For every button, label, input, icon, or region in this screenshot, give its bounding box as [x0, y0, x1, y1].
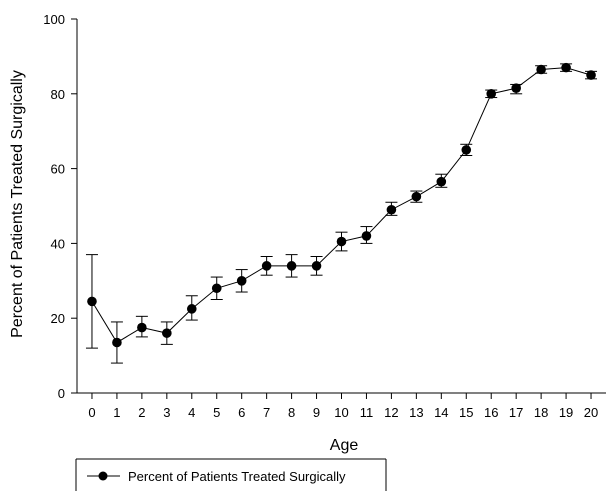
y-tick-label: 0 [58, 386, 65, 401]
axes [76, 19, 606, 394]
y-tick-label: 40 [51, 236, 65, 251]
data-point [137, 322, 147, 333]
legend-entry: Percent of Patients Treated Surgically [128, 469, 346, 484]
x-tick-label: 10 [334, 405, 348, 420]
data-point [186, 304, 197, 314]
data-point [261, 261, 272, 271]
y-tick-label: 100 [43, 12, 65, 27]
x-tick-label: 17 [509, 405, 523, 420]
data-point [311, 261, 322, 271]
x-tick-label: 1 [113, 405, 120, 420]
x-tick-label: 5 [213, 405, 220, 420]
x-tick-label: 15 [459, 405, 473, 420]
x-tick-label: 0 [88, 405, 95, 420]
error-bars [85, 63, 598, 364]
y-tick-label: 20 [51, 311, 65, 326]
x-tick-label: 2 [138, 405, 145, 420]
x-tick-label: 9 [313, 405, 320, 420]
y-tick-label: 80 [51, 87, 65, 102]
y-tick-label: 60 [51, 162, 65, 177]
data-point [411, 191, 422, 202]
x-tick-label: 19 [559, 405, 573, 420]
data-markers [87, 62, 596, 348]
x-tick-label: 18 [534, 405, 548, 420]
series-line [91, 67, 592, 344]
data-point [286, 261, 297, 271]
y-axis-label: Percent of Patients Treated Surgically [9, 70, 26, 338]
data-point [536, 64, 546, 75]
data-point [211, 283, 222, 294]
data-point [386, 204, 397, 215]
data-point [461, 145, 472, 155]
x-axis-label: Age [330, 437, 359, 454]
legend: Percent of Patients Treated Surgically [75, 458, 387, 491]
x-tick-label: 8 [288, 405, 295, 420]
data-point [436, 176, 447, 187]
x-tick-label: 16 [484, 405, 498, 420]
x-tick-label: 7 [263, 405, 270, 420]
x-tick-label: 6 [238, 405, 245, 420]
x-tick-label: 13 [409, 405, 423, 420]
data-point [486, 89, 497, 99]
data-point [561, 62, 571, 73]
data-point [511, 83, 521, 93]
x-tick-label: 20 [584, 405, 598, 420]
x-tick-label: 12 [384, 405, 398, 420]
x-tick-label: 4 [188, 405, 195, 420]
data-point [336, 236, 347, 247]
data-point [361, 231, 372, 241]
x-tick-label: 11 [360, 405, 374, 420]
x-tick-label: 14 [434, 405, 448, 420]
data-point [162, 328, 172, 338]
data-point [236, 276, 247, 286]
data-point [112, 337, 122, 348]
x-axis-ticks: 0 1 2 3 4 5 6 7 8 9 10 11 12 13 14 15 16 17 18 19 20 [88, 393, 598, 420]
legend-marker-icon [98, 471, 108, 481]
data-point [586, 70, 596, 80]
x-tick-label: 3 [163, 405, 170, 420]
data-point [87, 296, 97, 307]
y-axis-ticks: 0 20 40 60 80 100 [43, 12, 77, 401]
